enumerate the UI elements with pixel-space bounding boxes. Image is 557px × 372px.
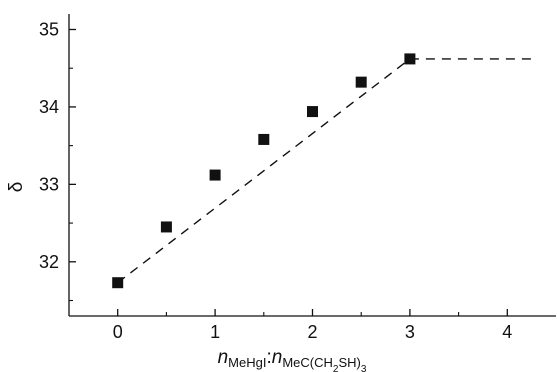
x-axis-label-sub2: MeC(CH (282, 355, 333, 370)
x-axis-label: nMeHgI:nMeC(CH2SH)3 (218, 347, 367, 372)
x-axis-label-sub1: MeHgI (228, 355, 266, 370)
data-point (404, 53, 416, 65)
x-axis-ticks: 0 1 2 3 4 (113, 309, 512, 342)
y-axis-ticks: 32 33 34 35 (39, 19, 76, 302)
data-point (355, 76, 367, 88)
x-tick-label: 1 (210, 322, 220, 342)
y-tick-label: 35 (39, 19, 59, 39)
data-point (258, 133, 270, 145)
x-axis-label-sub2c: SH) (338, 355, 360, 370)
y-tick-label: 33 (39, 174, 59, 194)
data-point (209, 169, 221, 181)
x-axis-label-sub2d: 3 (361, 364, 367, 372)
x-axis-label-sub2b: 2 (333, 364, 339, 372)
x-axis-label-n2: n (272, 347, 283, 368)
data-point (160, 221, 172, 233)
x-tick-label: 0 (113, 322, 123, 342)
fit-lines (117, 58, 537, 284)
x-tick-label: 4 (502, 322, 512, 342)
fit-line (117, 58, 411, 284)
y-tick-label: 34 (39, 97, 59, 117)
data-points (112, 53, 416, 289)
x-tick-label: 2 (307, 322, 317, 342)
x-axis-label-n1: n (218, 347, 229, 368)
x-axis-label-colon: : (266, 347, 271, 368)
y-axis-label: δ (6, 182, 27, 193)
data-point (307, 106, 318, 118)
data-point (112, 277, 124, 289)
x-tick-label: 3 (405, 322, 415, 342)
y-tick-label: 32 (39, 252, 59, 272)
